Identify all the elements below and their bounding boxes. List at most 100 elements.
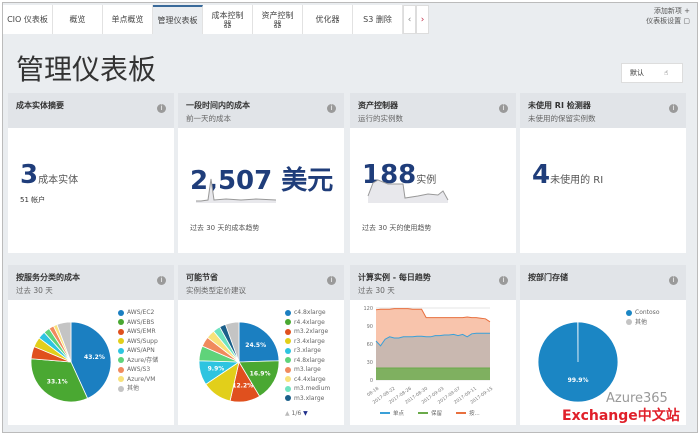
metric-unit: 实例: [416, 175, 437, 186]
next-page-icon[interactable]: ▼: [303, 410, 308, 417]
sparkline: [367, 179, 449, 203]
legend-item[interactable]: AWS/EC2: [118, 308, 158, 318]
card-title: 成本实体摘要: [16, 101, 64, 110]
legend-item[interactable]: Azure/存储: [118, 356, 158, 366]
legend-label: r3.xlarge: [294, 347, 321, 354]
info-icon[interactable]: i: [669, 104, 678, 113]
dashboard-settings[interactable]: 添加新项 + 仪表板设置 ▢: [646, 6, 690, 26]
legend-swatch: [285, 328, 291, 335]
info-icon[interactable]: i: [669, 276, 678, 285]
legend-label[interactable]: 保留: [431, 409, 443, 417]
tab[interactable]: 管理仪表板: [153, 5, 203, 34]
legend-pager[interactable]: ▲ 1/6 ▼: [285, 409, 330, 419]
metric-value: 3: [20, 160, 39, 190]
legend-swatch: [285, 357, 291, 363]
pie-slice[interactable]: [238, 360, 280, 397]
slice-label: 16.9%: [250, 370, 271, 377]
slice-label: 9.9%: [208, 366, 225, 373]
legend-item[interactable]: c4.4xlarge: [285, 375, 330, 385]
tab[interactable]: 成本控制器: [203, 5, 253, 34]
legend-item[interactable]: 其他: [626, 318, 659, 328]
plus-icon[interactable]: +: [684, 7, 690, 15]
tab[interactable]: CIO 仪表板: [3, 5, 53, 34]
card: 一段时间内的成本 前一天的成本 i 2,507 美元 过去 30 天的成本趋势: [178, 93, 344, 253]
metric-unit: 成本实体: [38, 175, 79, 186]
card-header: 资产控制器 运行的实例数 i: [350, 93, 516, 128]
legend-swatch[interactable]: [418, 412, 428, 414]
tab-next-button[interactable]: ›: [416, 5, 429, 34]
legend-item[interactable]: AWS/APN: [118, 346, 158, 356]
legend-label: AWS/EMR: [127, 328, 156, 335]
info-icon[interactable]: i: [499, 104, 508, 113]
tab[interactable]: 概览: [53, 5, 103, 34]
pie-slice[interactable]: [56, 321, 72, 363]
slice-label: 99.9%: [568, 377, 589, 384]
pie-slice[interactable]: [70, 321, 112, 399]
tab[interactable]: S3 删除: [353, 5, 403, 34]
card-subtitle: 实例类型定价建议: [186, 286, 246, 295]
legend-label[interactable]: 单点: [393, 409, 405, 417]
legend-label: AWS/APN: [127, 347, 155, 354]
legend-item[interactable]: AWS/S3: [118, 365, 158, 375]
legend-item[interactable]: 其他: [118, 384, 158, 394]
tab[interactable]: 单点概览: [103, 5, 153, 34]
tab[interactable]: 优化器: [303, 5, 353, 34]
add-new-label[interactable]: 添加新项: [653, 7, 682, 15]
info-icon[interactable]: i: [157, 276, 166, 285]
legend-label[interactable]: 按...: [469, 409, 480, 417]
legend-item[interactable]: AWS/Supp: [118, 337, 158, 347]
page-title: 管理仪表板: [16, 53, 157, 86]
legend-item[interactable]: m3.2xlarge: [285, 327, 330, 337]
legend-item[interactable]: AWS/EBS: [118, 318, 158, 328]
legend-item[interactable]: m3.xlarge: [285, 394, 330, 404]
legend: Contoso 其他: [626, 308, 659, 327]
info-icon[interactable]: i: [499, 276, 508, 285]
card-title: 未使用 RI 检测器: [528, 101, 591, 110]
pie-slice[interactable]: [238, 321, 280, 363]
settings-label[interactable]: 仪表板设置: [646, 17, 682, 25]
legend-item[interactable]: m3.large: [285, 365, 330, 375]
card-title: 一段时间内的成本: [186, 101, 250, 110]
metric-value: 4: [532, 160, 551, 190]
legend-item[interactable]: m3.medium: [285, 384, 330, 394]
trend-caption: 过去 30 天的使用趋势: [362, 224, 432, 232]
tab[interactable]: 资产控制器: [253, 5, 303, 34]
prev-page-icon[interactable]: ▲: [285, 410, 290, 417]
metric-unit: 未使用的 RI: [550, 175, 604, 186]
legend-swatch[interactable]: [380, 412, 390, 414]
card: 资产控制器 运行的实例数 i 188实例 过去 30 天的使用趋势: [350, 93, 516, 253]
legend-item[interactable]: AWS/EMR: [118, 327, 158, 337]
card-body: 24.5% 16.9% 12.2% 9.9% c4.8xlarge r4.4xlarge m…: [178, 300, 344, 425]
legend-item[interactable]: r3.xlarge: [285, 346, 330, 356]
y-tick-label: 0: [370, 378, 373, 384]
info-icon[interactable]: i: [157, 104, 166, 113]
card-header: 成本实体摘要 i: [8, 93, 174, 128]
legend-swatch: [285, 376, 291, 382]
series-line[interactable]: [375, 332, 490, 347]
pie-slice[interactable]: [224, 321, 240, 363]
clipboard-icon[interactable]: ▢: [683, 17, 690, 25]
legend-item[interactable]: Azure/VM: [118, 375, 158, 385]
tab-bar: CIO 仪表板 概览 单点概览 管理仪表板 成本控制器 资产控制器 优化器 S3 删除 ‹ ›: [3, 5, 429, 34]
legend-swatch: [118, 376, 124, 382]
legend-item[interactable]: Contoso: [626, 308, 659, 318]
default-button[interactable]: 默认 ☝: [621, 63, 683, 83]
legend-swatch: [118, 309, 124, 316]
legend-item[interactable]: c4.8xlarge: [285, 308, 330, 318]
legend-swatch: [118, 328, 124, 335]
slice-label: 43.2%: [84, 354, 105, 361]
legend-item[interactable]: r3.4xlarge: [285, 337, 330, 347]
legend-item[interactable]: r4.8xlarge: [285, 356, 330, 366]
info-icon[interactable]: i: [327, 276, 336, 285]
pie-chart: 24.5% 16.9% 12.2% 9.9%: [198, 321, 280, 403]
legend-swatch: [118, 319, 124, 325]
legend-label: m3.2xlarge: [294, 328, 329, 335]
series-line[interactable]: [375, 308, 491, 323]
pie-slice[interactable]: [30, 358, 89, 403]
info-icon[interactable]: i: [327, 104, 336, 113]
tab-prev-button[interactable]: ‹: [403, 5, 416, 34]
legend-item[interactable]: r4.4xlarge: [285, 318, 330, 328]
legend-swatch: [285, 395, 291, 401]
legend-swatch[interactable]: [456, 412, 466, 414]
card: 成本实体摘要 i 3成本实体 51 帐户: [8, 93, 174, 253]
